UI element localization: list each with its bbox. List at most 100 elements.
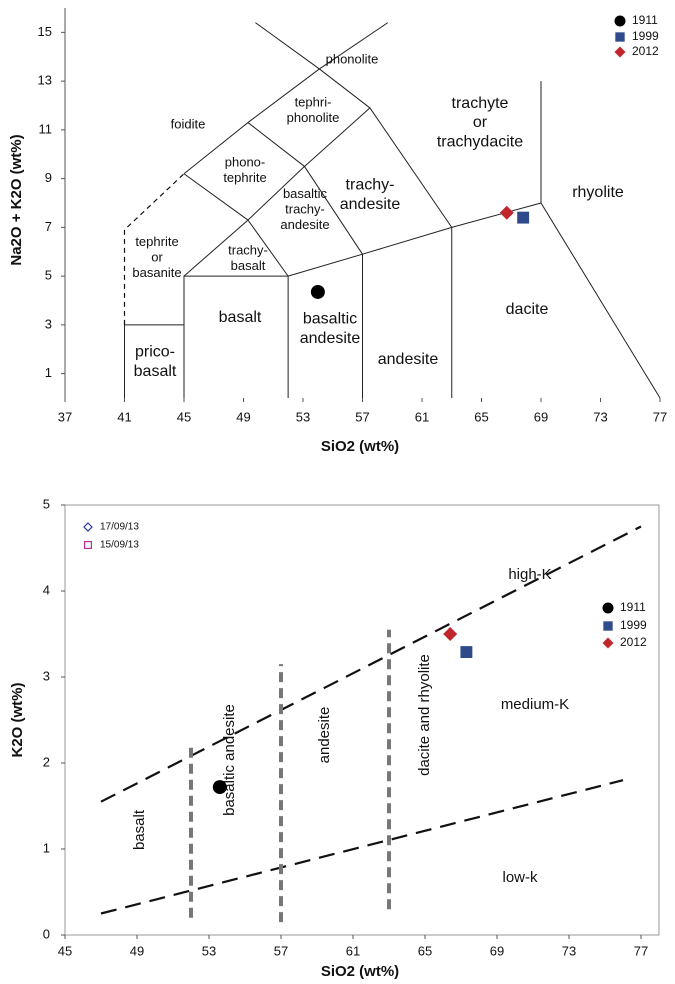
y-tick-label: 3 — [45, 316, 52, 331]
region-label: basaltic andesite — [221, 704, 238, 816]
y-tick-label: 0 — [43, 926, 50, 941]
y-tick-label: 1 — [45, 365, 52, 380]
legend-marker — [83, 522, 93, 532]
region-label: phonolite — [287, 110, 340, 125]
region-label: andesite — [300, 330, 361, 347]
legend-label: 17/09/13 — [100, 522, 139, 533]
x-tick-label: 69 — [534, 409, 548, 424]
region-label: or — [473, 114, 488, 131]
legend-label: 15/09/13 — [100, 540, 139, 551]
region-label: rhyolite — [572, 184, 624, 201]
y-tick-label: 3 — [43, 668, 50, 683]
x-tick-label: 37 — [58, 409, 72, 424]
y-tick-label: 15 — [38, 24, 52, 39]
legend-marker — [602, 602, 614, 614]
boundary-line — [100, 779, 624, 915]
x-tick-label: 49 — [236, 409, 250, 424]
legend-marker — [614, 15, 626, 27]
region-label: trachy- — [285, 201, 325, 216]
boundary-line — [183, 165, 363, 255]
legend-label: 1911 — [632, 13, 658, 27]
region-label: andesite — [378, 351, 439, 368]
region-label: trachyte — [452, 95, 509, 112]
region-label: basaltic — [303, 311, 357, 328]
data-point — [212, 780, 227, 795]
region-label: phonolite — [326, 51, 379, 66]
region-label: trachy- — [228, 243, 268, 258]
x-axis-label: SiO2 (wt%) — [321, 438, 399, 455]
data-point — [310, 284, 325, 299]
region-label: medium-K — [501, 696, 569, 713]
y-tick-label: 13 — [38, 73, 52, 88]
region-label: andesite — [280, 217, 329, 232]
legend-marker — [83, 540, 92, 549]
boundary-line — [255, 22, 371, 109]
legend-label: 1999 — [632, 29, 659, 43]
x-tick-label: 61 — [346, 943, 360, 958]
legend-label: 2012 — [632, 44, 659, 58]
x-tick-label: 61 — [415, 409, 429, 424]
x-tick-label: 65 — [418, 943, 432, 958]
region-label: tephrite — [223, 170, 266, 185]
y-tick-label: 5 — [43, 496, 50, 511]
region-label: high-K — [508, 566, 551, 583]
legend-marker — [615, 32, 625, 42]
region-label: andesite — [316, 707, 333, 764]
data-point — [460, 646, 473, 659]
boundary-line — [183, 22, 389, 175]
region-label: prico- — [135, 344, 175, 361]
boundary-line — [124, 324, 184, 398]
region-label: basanite — [132, 265, 181, 280]
y-axis-label: Na2O + K2O (wt%) — [8, 134, 25, 265]
x-tick-label: 45 — [177, 409, 191, 424]
boundary-line — [287, 202, 661, 399]
y-tick-label: 1 — [43, 840, 50, 855]
y-axis-label: K2O (wt%) — [9, 682, 26, 757]
data-point — [499, 205, 514, 220]
boundary-line — [247, 107, 453, 228]
y-tick-label: 2 — [43, 754, 50, 769]
region-label: basalt — [219, 309, 262, 326]
x-tick-label: 41 — [117, 409, 131, 424]
region-label: tephrite — [135, 234, 178, 249]
legend-marker — [603, 621, 613, 631]
region-label: foidite — [171, 116, 206, 131]
x-tick-label: 77 — [653, 409, 667, 424]
legend-label: 2012 — [620, 635, 647, 649]
region-label: phono- — [225, 155, 265, 170]
data-point — [443, 627, 458, 641]
legend-label: 1911 — [620, 600, 646, 614]
x-tick-label: 69 — [490, 943, 504, 958]
region-label: basalt — [131, 809, 148, 850]
y-tick-label: 4 — [43, 582, 50, 597]
legend-marker — [614, 46, 626, 58]
boundary-line — [123, 173, 185, 325]
x-tick-label: 49 — [130, 943, 144, 958]
region-label: basalt — [231, 258, 266, 273]
x-tick-label: 65 — [474, 409, 488, 424]
plot-frame — [64, 504, 660, 936]
x-tick-label: 57 — [355, 409, 369, 424]
x-tick-label: 53 — [202, 943, 216, 958]
y-tick-label: 5 — [45, 268, 52, 283]
legend-marker — [602, 637, 614, 649]
y-tick-label: 11 — [39, 121, 53, 136]
region-label: dacite and rhyolite — [416, 654, 433, 776]
boundary-line — [100, 525, 642, 803]
y-tick-label: 7 — [45, 219, 52, 234]
legend-label: 1999 — [620, 618, 647, 632]
region-label: trachydacite — [437, 133, 523, 150]
region-label: andesite — [340, 196, 401, 213]
x-tick-label: 53 — [296, 409, 310, 424]
x-tick-label: 73 — [593, 409, 607, 424]
region-label: basalt — [134, 363, 177, 380]
data-point — [517, 211, 530, 224]
x-axis-label: SiO2 (wt%) — [321, 963, 399, 980]
x-tick-label: 77 — [634, 943, 648, 958]
y-tick-label: 9 — [45, 170, 52, 185]
x-tick-label: 45 — [58, 943, 72, 958]
x-tick-label: 57 — [274, 943, 288, 958]
boundary-line — [183, 275, 289, 398]
region-label: dacite — [506, 301, 549, 318]
